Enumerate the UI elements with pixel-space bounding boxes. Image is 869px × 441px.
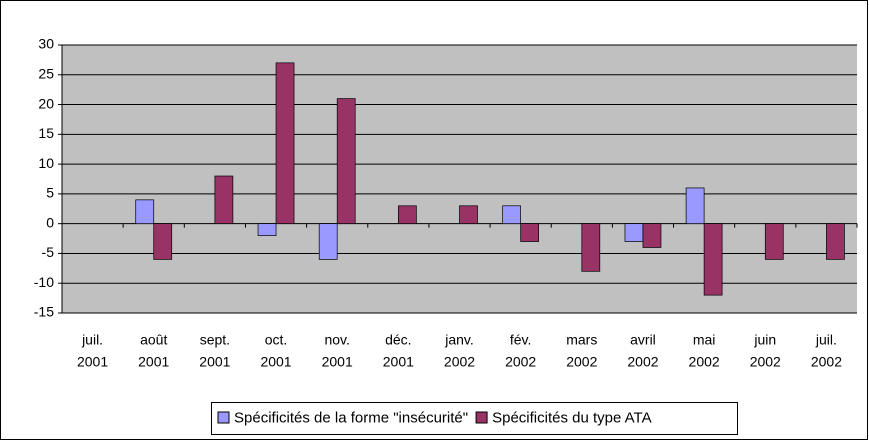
x-tick-label: fév.: [510, 332, 532, 348]
bar: [502, 205, 522, 225]
bar: [642, 223, 662, 248]
x-tick-label: 2001: [383, 354, 414, 370]
bar: [703, 223, 723, 296]
bar: [275, 62, 295, 225]
bar: [685, 187, 705, 225]
y-tick-label: -10: [34, 274, 54, 290]
x-tick-label: 2002: [627, 354, 658, 370]
x-tick-label: 2001: [322, 354, 353, 370]
y-tick-label: 15: [38, 125, 54, 141]
x-tick-label: 2001: [260, 354, 291, 370]
x-tick-label: 2001: [138, 354, 169, 370]
bar: [459, 205, 478, 225]
x-tick-label: juil.: [815, 332, 837, 348]
x-tick-label: août: [140, 332, 167, 348]
plot-area: [62, 45, 857, 313]
x-tick-label: janv.: [444, 332, 474, 348]
bar: [318, 223, 338, 260]
y-tick-label: 20: [38, 95, 54, 111]
legend-label: Spécificités de la forme "insécurité": [234, 409, 468, 426]
legend-box: [211, 402, 738, 435]
bar: [826, 223, 845, 260]
x-tick-label: 2002: [689, 354, 720, 370]
x-tick-label: déc.: [385, 332, 411, 348]
bar: [624, 223, 644, 242]
x-tick-label: 2002: [444, 354, 475, 370]
x-tick-label: juin: [753, 332, 776, 348]
bar: [764, 223, 784, 260]
bar: [153, 223, 173, 260]
y-tick-label: 25: [38, 65, 54, 81]
x-tick-label: avril: [630, 332, 656, 348]
x-tick-label: juil.: [81, 332, 103, 348]
x-tick-label: mai: [693, 332, 716, 348]
y-tick-label: 0: [46, 214, 54, 230]
bar: [214, 175, 234, 225]
x-tick-label: 2001: [199, 354, 230, 370]
legend-label: Spécificités du type ATA: [492, 409, 652, 426]
y-tick-label: 10: [38, 155, 54, 171]
x-tick-label: 2002: [750, 354, 781, 370]
x-tick-label: 2001: [77, 354, 108, 370]
x-tick-label: 2002: [566, 354, 597, 370]
legend-swatch: [217, 411, 230, 424]
legend-swatch: [475, 411, 488, 424]
x-tick-label: nov.: [324, 332, 349, 348]
y-tick-label: -15: [34, 304, 54, 320]
bar: [397, 205, 417, 225]
bar: [581, 223, 601, 272]
x-tick-label: 2002: [505, 354, 536, 370]
x-tick-label: sept.: [200, 332, 230, 348]
x-tick-label: oct.: [265, 332, 288, 348]
bar: [135, 199, 155, 225]
y-tick-label: 30: [38, 36, 54, 52]
bar: [520, 223, 540, 242]
y-tick-label: -5: [42, 244, 55, 260]
x-tick-label: 2002: [811, 354, 842, 370]
bar: [336, 98, 356, 225]
x-tick-label: mars: [566, 332, 597, 348]
y-tick-label: 5: [46, 185, 54, 201]
bar: [257, 223, 277, 236]
